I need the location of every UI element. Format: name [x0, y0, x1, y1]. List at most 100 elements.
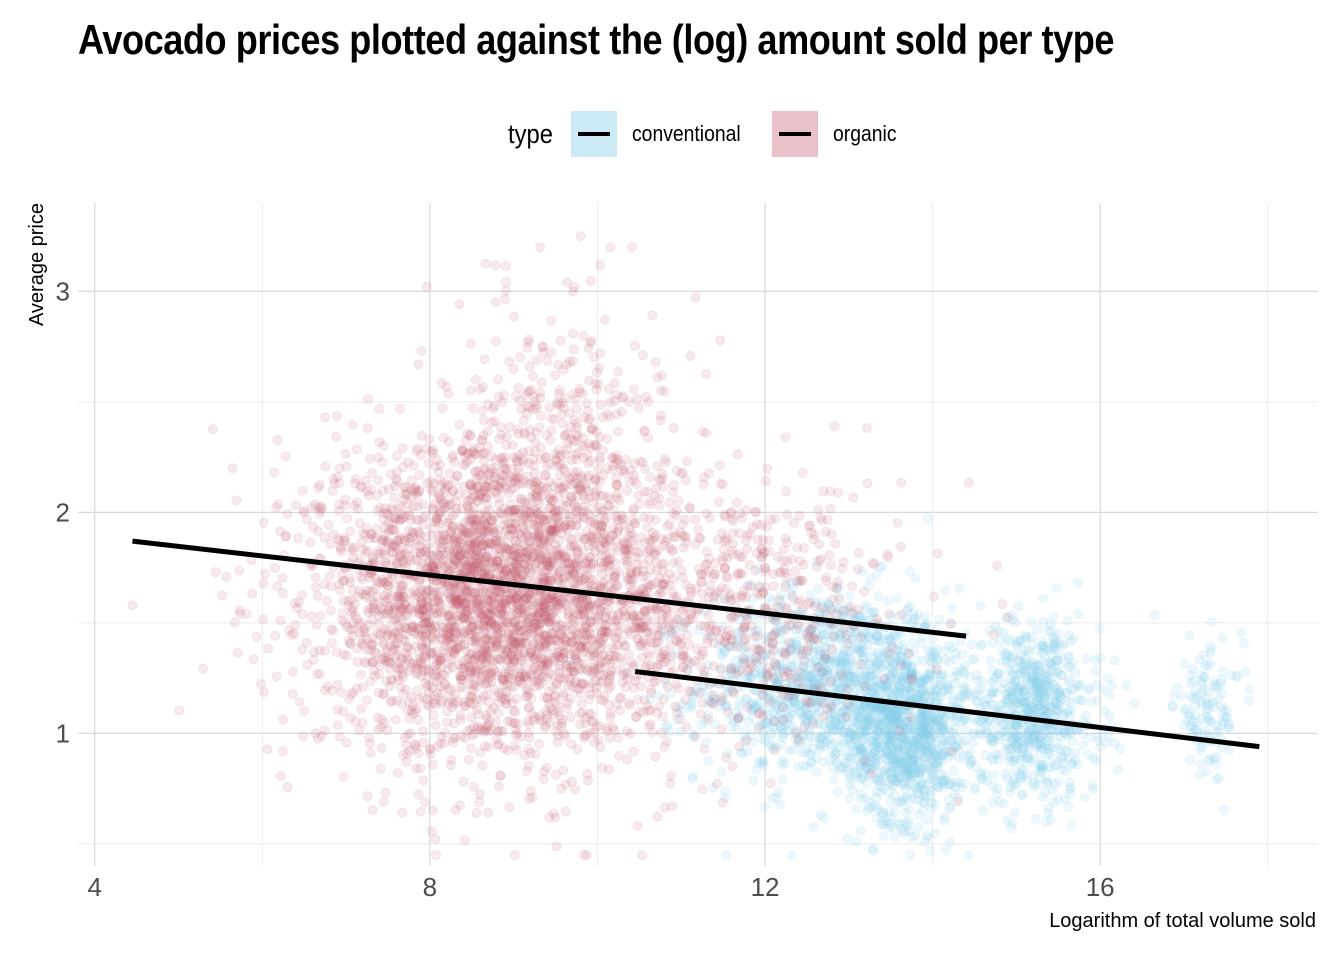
point-organic	[525, 785, 536, 797]
point-conventional	[994, 734, 1005, 746]
point-organic	[595, 399, 606, 410]
point-conventional	[852, 632, 864, 643]
point-conventional	[966, 639, 977, 650]
point-organic	[628, 746, 639, 757]
point-organic	[269, 563, 281, 574]
point-conventional	[838, 651, 849, 662]
point-conventional	[849, 730, 860, 741]
point-conventional	[776, 601, 787, 612]
point-conventional	[805, 636, 816, 647]
point-conventional	[842, 750, 853, 761]
point-conventional	[845, 658, 856, 669]
point-conventional	[1065, 728, 1077, 740]
point-conventional	[834, 764, 845, 776]
point-conventional	[798, 760, 809, 771]
point-conventional	[833, 727, 844, 738]
point-conventional	[970, 782, 981, 793]
point-conventional	[1051, 582, 1062, 594]
point-conventional	[850, 677, 862, 688]
point-conventional	[663, 630, 674, 641]
point-organic	[604, 732, 615, 744]
point-conventional	[863, 659, 874, 670]
point-conventional	[859, 674, 871, 686]
chart-title: Avocado prices plotted against the (log)…	[78, 16, 1115, 63]
point-conventional	[1188, 663, 1199, 675]
point-conventional	[883, 635, 895, 646]
point-conventional	[769, 672, 780, 683]
point-conventional	[973, 684, 984, 695]
point-conventional	[1129, 698, 1140, 709]
point-conventional	[749, 702, 760, 713]
point-conventional	[806, 696, 817, 707]
point-conventional	[872, 716, 883, 727]
point-conventional	[1027, 658, 1038, 669]
point-organic	[380, 787, 391, 798]
point-organic	[207, 424, 218, 435]
point-organic	[270, 630, 281, 641]
point-conventional	[775, 739, 787, 750]
point-conventional	[1185, 754, 1196, 765]
point-conventional	[756, 689, 767, 700]
point-conventional	[905, 601, 916, 612]
point-conventional	[824, 656, 835, 667]
point-conventional	[756, 733, 767, 744]
point-conventional	[813, 672, 825, 683]
point-conventional	[836, 656, 847, 667]
legend: type conventional organic	[508, 110, 921, 158]
point-conventional	[730, 662, 741, 674]
point-conventional	[726, 668, 737, 679]
point-conventional	[906, 676, 918, 687]
point-conventional	[776, 646, 787, 657]
point-conventional	[894, 651, 906, 662]
point-conventional	[1061, 695, 1072, 707]
point-conventional	[861, 717, 872, 728]
point-conventional	[776, 694, 787, 705]
point-conventional	[885, 673, 896, 684]
point-conventional	[1034, 731, 1045, 742]
point-conventional	[699, 716, 711, 728]
point-conventional	[753, 757, 764, 769]
point-conventional	[687, 699, 698, 710]
point-conventional	[808, 821, 819, 832]
point-conventional	[838, 727, 849, 738]
point-conventional	[1009, 729, 1020, 740]
point-conventional	[1083, 733, 1095, 744]
point-conventional	[824, 734, 835, 745]
point-conventional	[720, 792, 731, 803]
point-conventional	[838, 637, 849, 649]
point-organic	[538, 773, 549, 785]
point-conventional	[795, 698, 806, 709]
point-organic	[234, 565, 245, 576]
point-organic	[362, 423, 373, 434]
point-conventional	[855, 825, 866, 836]
point-conventional	[829, 652, 840, 663]
point-conventional	[1000, 768, 1011, 780]
point-conventional	[1023, 695, 1034, 706]
point-conventional	[746, 699, 758, 710]
point-conventional	[865, 679, 876, 690]
point-conventional	[842, 668, 853, 680]
point-conventional	[1202, 661, 1213, 672]
point-conventional	[987, 753, 998, 765]
point-conventional	[1066, 759, 1077, 770]
point-conventional	[882, 629, 893, 641]
point-conventional	[863, 671, 875, 682]
legend-label-conventional: conventional	[632, 121, 741, 146]
point-conventional	[709, 694, 720, 705]
point-conventional	[793, 762, 804, 773]
point-conventional	[781, 622, 792, 633]
point-conventional	[850, 746, 861, 757]
point-conventional	[803, 712, 815, 723]
point-conventional	[901, 614, 913, 625]
point-conventional	[965, 747, 976, 758]
point-organic	[319, 725, 330, 736]
point-organic	[390, 714, 401, 725]
point-conventional	[1213, 727, 1224, 738]
point-conventional	[991, 788, 1003, 799]
point-conventional	[771, 704, 782, 715]
point-conventional	[829, 712, 840, 723]
point-conventional	[892, 649, 903, 660]
point-conventional	[761, 667, 772, 679]
point-conventional	[921, 814, 933, 825]
point-conventional	[1005, 751, 1017, 762]
